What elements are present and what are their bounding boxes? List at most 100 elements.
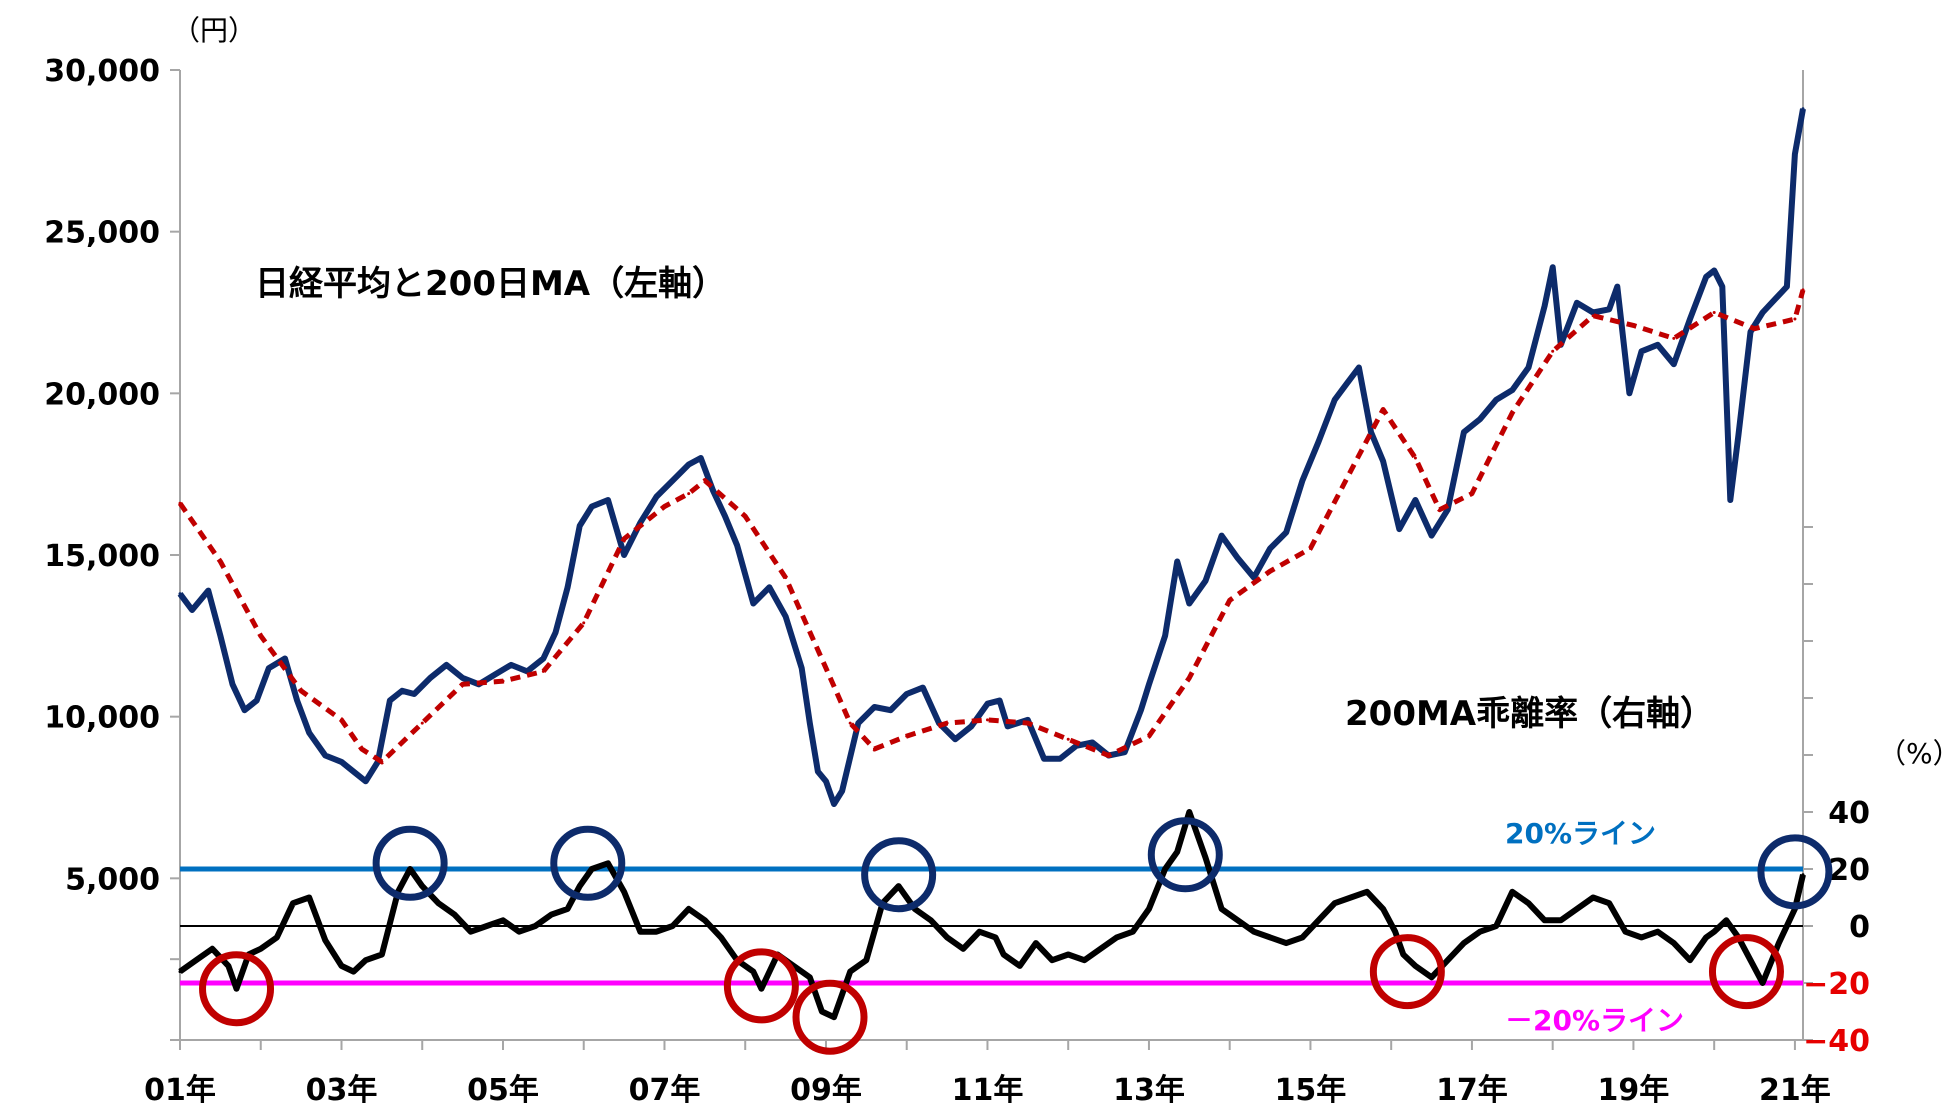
series-point bbox=[549, 913, 553, 917]
series-point bbox=[1793, 317, 1797, 321]
left-tick-label: 30,000 bbox=[44, 54, 160, 89]
series-point bbox=[323, 753, 327, 757]
series-point bbox=[1494, 924, 1498, 928]
series-point bbox=[1478, 930, 1482, 934]
series-point bbox=[723, 514, 727, 518]
series-point bbox=[751, 602, 755, 605]
series-point bbox=[848, 970, 852, 974]
series-point bbox=[1478, 417, 1482, 421]
series-point bbox=[1591, 896, 1595, 899]
series-point bbox=[1712, 268, 1716, 272]
series-point bbox=[469, 930, 473, 934]
series-point bbox=[1220, 534, 1224, 538]
series-point bbox=[275, 935, 279, 939]
series-point bbox=[1728, 498, 1732, 502]
series-point bbox=[1357, 365, 1361, 369]
series-point bbox=[1393, 930, 1397, 934]
series-point bbox=[1236, 918, 1240, 922]
series-point bbox=[1688, 317, 1692, 321]
series-point bbox=[493, 673, 497, 677]
series-point bbox=[1801, 107, 1805, 111]
series-point bbox=[889, 708, 893, 712]
series-point bbox=[1268, 547, 1272, 551]
series-point bbox=[1369, 430, 1373, 434]
right-tick-label: 20 bbox=[1828, 853, 1870, 888]
series-point bbox=[1252, 576, 1256, 580]
series-point bbox=[1333, 901, 1337, 905]
series-point bbox=[1365, 890, 1369, 894]
series-point bbox=[582, 621, 586, 625]
series-point bbox=[1761, 311, 1765, 314]
series-point bbox=[1543, 918, 1547, 922]
series-point bbox=[905, 692, 909, 696]
left-axis-ticks: 5,000 10,000 15,000 20,000 25,000 30,000 bbox=[44, 54, 180, 1041]
series-point bbox=[1430, 975, 1434, 979]
series-point bbox=[1720, 285, 1724, 289]
series-point bbox=[820, 1010, 824, 1013]
series-point bbox=[267, 666, 271, 670]
lower-title: 200MA乖離率（右軸） bbox=[1345, 694, 1714, 734]
x-tick-label: 11年 bbox=[952, 1073, 1024, 1108]
series-point bbox=[352, 770, 356, 774]
series-point bbox=[743, 514, 747, 518]
left-tick-label: 5,000 bbox=[65, 862, 160, 897]
series-point bbox=[1785, 285, 1789, 289]
series-point bbox=[1801, 288, 1805, 292]
series-point bbox=[420, 721, 424, 725]
series-point bbox=[1688, 958, 1692, 962]
series-point bbox=[218, 634, 222, 638]
right-axis-unit: （%） bbox=[1878, 737, 1946, 770]
left-tick-label: 25,000 bbox=[44, 216, 160, 251]
series-point bbox=[566, 907, 570, 911]
left-tick-label: 10,000 bbox=[44, 701, 160, 736]
highlight-circle bbox=[1147, 817, 1223, 893]
series-point bbox=[295, 699, 299, 702]
series-point bbox=[654, 495, 658, 499]
series-point bbox=[259, 947, 263, 951]
highlight-circle bbox=[199, 951, 275, 1027]
series-point bbox=[1300, 935, 1304, 939]
series-point bbox=[444, 663, 448, 667]
series-point bbox=[1163, 634, 1167, 638]
series-point bbox=[751, 970, 755, 974]
series-point bbox=[364, 958, 368, 962]
series-point bbox=[352, 970, 356, 974]
series-point bbox=[1607, 307, 1611, 311]
series-point bbox=[194, 958, 198, 962]
series-point bbox=[364, 779, 368, 783]
x-tick-label: 07年 bbox=[629, 1073, 701, 1108]
series-point bbox=[961, 947, 965, 951]
series-point bbox=[578, 524, 582, 528]
series-point bbox=[420, 884, 424, 888]
series-point bbox=[485, 924, 489, 928]
series-point bbox=[1317, 918, 1321, 922]
series-point bbox=[606, 861, 610, 865]
x-tick-label: 03年 bbox=[306, 1073, 378, 1108]
series-point bbox=[784, 614, 788, 618]
x-tick-label: 01年 bbox=[144, 1073, 216, 1108]
left-tick-label: 20,000 bbox=[44, 377, 160, 412]
series-point bbox=[622, 537, 626, 541]
series-point bbox=[1773, 298, 1777, 302]
x-tick-label: 05年 bbox=[467, 1073, 539, 1108]
series-point bbox=[1510, 411, 1514, 415]
series-point bbox=[824, 779, 828, 783]
series-point bbox=[872, 747, 876, 751]
series-point bbox=[622, 890, 626, 894]
series-point bbox=[832, 802, 836, 806]
series-point bbox=[1470, 492, 1474, 496]
series-point bbox=[259, 634, 263, 638]
highlight-circle bbox=[861, 837, 937, 913]
series-point bbox=[210, 947, 214, 951]
series-point bbox=[840, 789, 844, 793]
series-point bbox=[703, 479, 707, 483]
series-point bbox=[1300, 479, 1304, 483]
series-point bbox=[1559, 918, 1563, 922]
series-point bbox=[553, 631, 557, 635]
series-point bbox=[541, 656, 545, 660]
series-point bbox=[1066, 737, 1070, 741]
x-tick-label: 13年 bbox=[1113, 1073, 1185, 1108]
series-point bbox=[1761, 981, 1765, 985]
series-point bbox=[1672, 336, 1676, 340]
series-point bbox=[1749, 330, 1753, 334]
